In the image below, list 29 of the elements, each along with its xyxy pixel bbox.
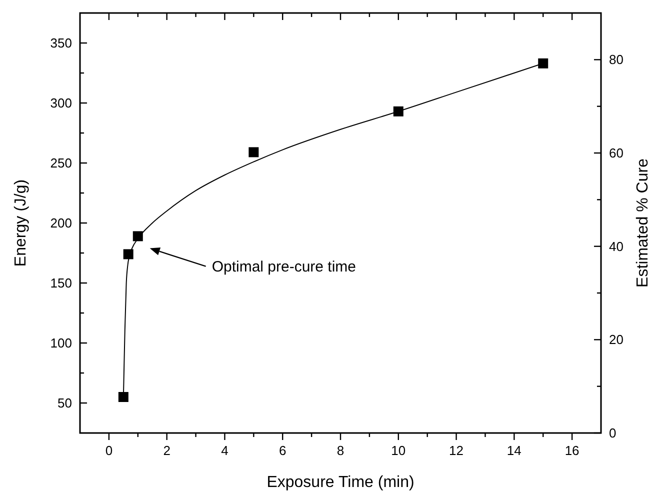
x-tick-label: 12: [449, 443, 464, 458]
y-tick-label: 300: [50, 96, 72, 111]
point: [393, 106, 404, 116]
y-tick-label: 350: [50, 36, 72, 51]
y2-tick-label: 20: [609, 332, 624, 348]
annotation: Optimal pre-cure time: [212, 258, 356, 276]
y-tick-label: 150: [50, 276, 72, 291]
x-tick-label: 6: [278, 443, 286, 458]
x-tick-label: 14: [506, 443, 522, 458]
x-tick-label: 10: [391, 443, 406, 458]
y2-axis-title: Estimated % Cure: [634, 158, 652, 288]
x-tick-label: 2: [163, 443, 170, 458]
y-tick-label: 50: [58, 396, 72, 411]
x-tick-label: 16: [564, 443, 580, 458]
x-tick-label: 8: [336, 443, 344, 458]
y2-tick-label: 60: [609, 146, 624, 161]
y-tick-label: 100: [50, 336, 72, 351]
x-tick-label: 4: [221, 443, 228, 458]
y2-tick-label: 40: [609, 238, 624, 254]
y-axis-title: Energy (J/g): [12, 179, 30, 267]
x-axis-title: Exposure Time (min): [266, 474, 414, 491]
y-tick-label: 250: [50, 156, 72, 171]
point: [248, 147, 259, 158]
y2-tick-label: 80: [609, 52, 624, 68]
point: [538, 58, 548, 68]
point: [118, 392, 128, 402]
y2-tick-label: 0: [609, 426, 616, 441]
y-tick-label: 200: [50, 216, 72, 231]
x-tick-label: 0: [105, 443, 113, 458]
